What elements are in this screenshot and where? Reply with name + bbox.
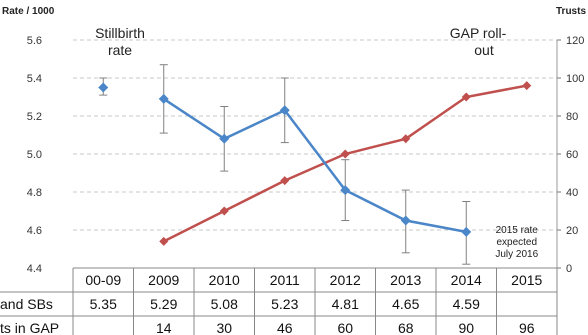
note-2015: July 2016 <box>495 249 538 260</box>
table-header-cell: 2009 <box>148 272 179 288</box>
table-header-cell: 2014 <box>451 272 482 288</box>
right-tick-label: 100 <box>566 73 584 85</box>
table-cell: 5.29 <box>150 296 177 312</box>
table-header-cell: 2011 <box>270 272 300 288</box>
note-2015: 2015 rate <box>496 225 539 236</box>
gap-trusts-point <box>280 176 290 186</box>
gap-trusts-point <box>522 81 532 91</box>
right-axis-ticks: 0 20 40 60 80 100 120 <box>556 35 584 275</box>
gap-trusts-point <box>219 206 229 216</box>
gap-trusts-point <box>159 236 169 246</box>
left-tick-label: 5.6 <box>27 35 42 47</box>
stillbirth-rate-point <box>279 105 290 116</box>
stillbirth-annotation: rate <box>108 42 132 58</box>
table-cell: 5.23 <box>271 296 298 312</box>
chart-marks <box>98 64 532 265</box>
table-row-label: ts in GAP <box>0 320 59 335</box>
data-table: 00-09 2009 2010 2011 2012 2013 2014 2015 and SBs… <box>0 267 558 335</box>
gap-trusts-point <box>401 134 411 144</box>
table-cell: 5.35 <box>90 296 117 312</box>
stillbirth-rate-point <box>219 133 230 144</box>
stillbirth-rate-point <box>340 185 351 196</box>
left-tick-label: 5.4 <box>27 73 42 85</box>
table-cell: 5.08 <box>211 296 238 312</box>
left-tick-label: 4.4 <box>27 263 42 275</box>
gap-annotation: out <box>474 42 494 58</box>
left-tick-label: 5.2 <box>27 111 42 123</box>
stillbirth-rate-point <box>400 215 411 226</box>
stillbirth-rate-line <box>163 97 467 234</box>
table-row-label: and SBs <box>0 296 53 312</box>
table-cell: 96 <box>519 320 535 335</box>
right-tick-label: 60 <box>566 149 578 161</box>
table-header-cell: 00-09 <box>85 272 121 288</box>
right-tick-label: 20 <box>566 225 578 237</box>
stillbirth-annotation: Stillbirth <box>95 25 145 41</box>
right-tick-label: 0 <box>566 263 572 275</box>
table-header-cell: 2012 <box>330 272 361 288</box>
table-header-cell: 2010 <box>209 272 240 288</box>
left-tick-label: 4.8 <box>27 187 42 199</box>
left-tick-label: 4.6 <box>27 225 42 237</box>
table-cell: 14 <box>156 320 172 335</box>
left-axis-ticks: 4.4 4.6 4.8 5.0 5.2 5.4 5.6 <box>27 35 42 275</box>
right-tick-label: 40 <box>566 187 578 199</box>
right-tick-label: 120 <box>566 35 584 47</box>
table-header-cell: 2013 <box>390 272 421 288</box>
stillbirth-rate-point <box>158 93 169 104</box>
gap-trusts-point <box>340 149 350 159</box>
table-header-cell: 2015 <box>511 272 542 288</box>
gridlines <box>73 39 557 269</box>
right-tick-label: 80 <box>566 111 578 123</box>
table-cell: 46 <box>277 320 293 335</box>
stillbirth-rate-point <box>98 82 109 93</box>
table-cell: 30 <box>216 320 232 335</box>
right-axis-title: Trusts <box>556 6 586 17</box>
table-cell: 68 <box>398 320 414 335</box>
note-2015: expected <box>496 237 537 248</box>
table-cell: 90 <box>458 320 474 335</box>
left-axis-title: Rate / 1000 <box>2 6 55 17</box>
table-cell: 60 <box>337 320 353 335</box>
table-cell: 4.59 <box>453 296 480 312</box>
gap-annotation: GAP roll- <box>450 25 507 41</box>
table-cell: 4.65 <box>392 296 419 312</box>
gap-trusts-point <box>461 92 471 102</box>
left-tick-label: 5.0 <box>27 149 42 161</box>
stillbirth-rate-point <box>461 226 472 237</box>
table-cell: 4.81 <box>332 296 359 312</box>
